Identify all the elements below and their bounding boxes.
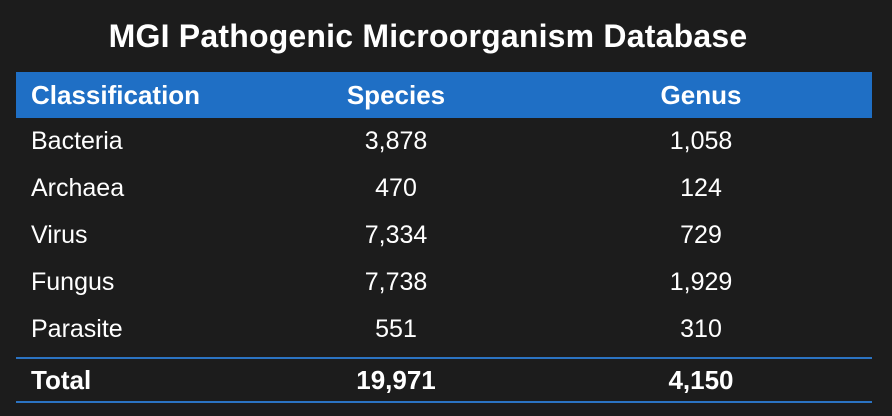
table-row: Parasite 551 310 bbox=[16, 306, 872, 353]
row-species: 7,334 bbox=[364, 221, 428, 249]
row-classification: Bacteria bbox=[31, 127, 123, 155]
column-header-genus: Genus bbox=[660, 79, 742, 110]
row-species: 3,878 bbox=[364, 127, 428, 155]
table-row: Virus 7,334 729 bbox=[16, 212, 872, 259]
column-header-classification: Classification bbox=[31, 79, 201, 110]
table-total-row: Total 19,971 4,150 bbox=[16, 359, 872, 401]
row-genus: 729 bbox=[680, 221, 722, 249]
data-table: Classification Species Genus Bacteria 3,… bbox=[16, 72, 872, 403]
total-divider-bottom bbox=[16, 401, 872, 403]
row-classification: Fungus bbox=[31, 268, 115, 296]
column-header-species: Species bbox=[346, 79, 446, 110]
row-genus: 310 bbox=[680, 315, 722, 343]
row-genus: 1,929 bbox=[669, 268, 733, 296]
row-species: 551 bbox=[375, 315, 417, 343]
total-label: Total bbox=[31, 364, 92, 395]
row-genus: 124 bbox=[680, 174, 722, 202]
row-genus: 1,058 bbox=[669, 127, 733, 155]
row-classification: Parasite bbox=[31, 315, 123, 343]
total-divider-top bbox=[16, 357, 872, 359]
table-row: Fungus 7,738 1,929 bbox=[16, 259, 872, 306]
row-classification: Archaea bbox=[31, 174, 125, 202]
table-row: Archaea 470 124 bbox=[16, 165, 872, 212]
table-header-row: Classification Species Genus bbox=[16, 72, 872, 118]
row-species: 470 bbox=[375, 174, 417, 202]
page-title: MGI Pathogenic Microorganism Database bbox=[108, 18, 748, 54]
row-species: 7,738 bbox=[364, 268, 428, 296]
total-species: 19,971 bbox=[356, 364, 436, 395]
row-classification: Virus bbox=[31, 221, 88, 249]
table-row: Bacteria 3,878 1,058 bbox=[16, 118, 872, 165]
total-genus: 4,150 bbox=[668, 364, 734, 395]
